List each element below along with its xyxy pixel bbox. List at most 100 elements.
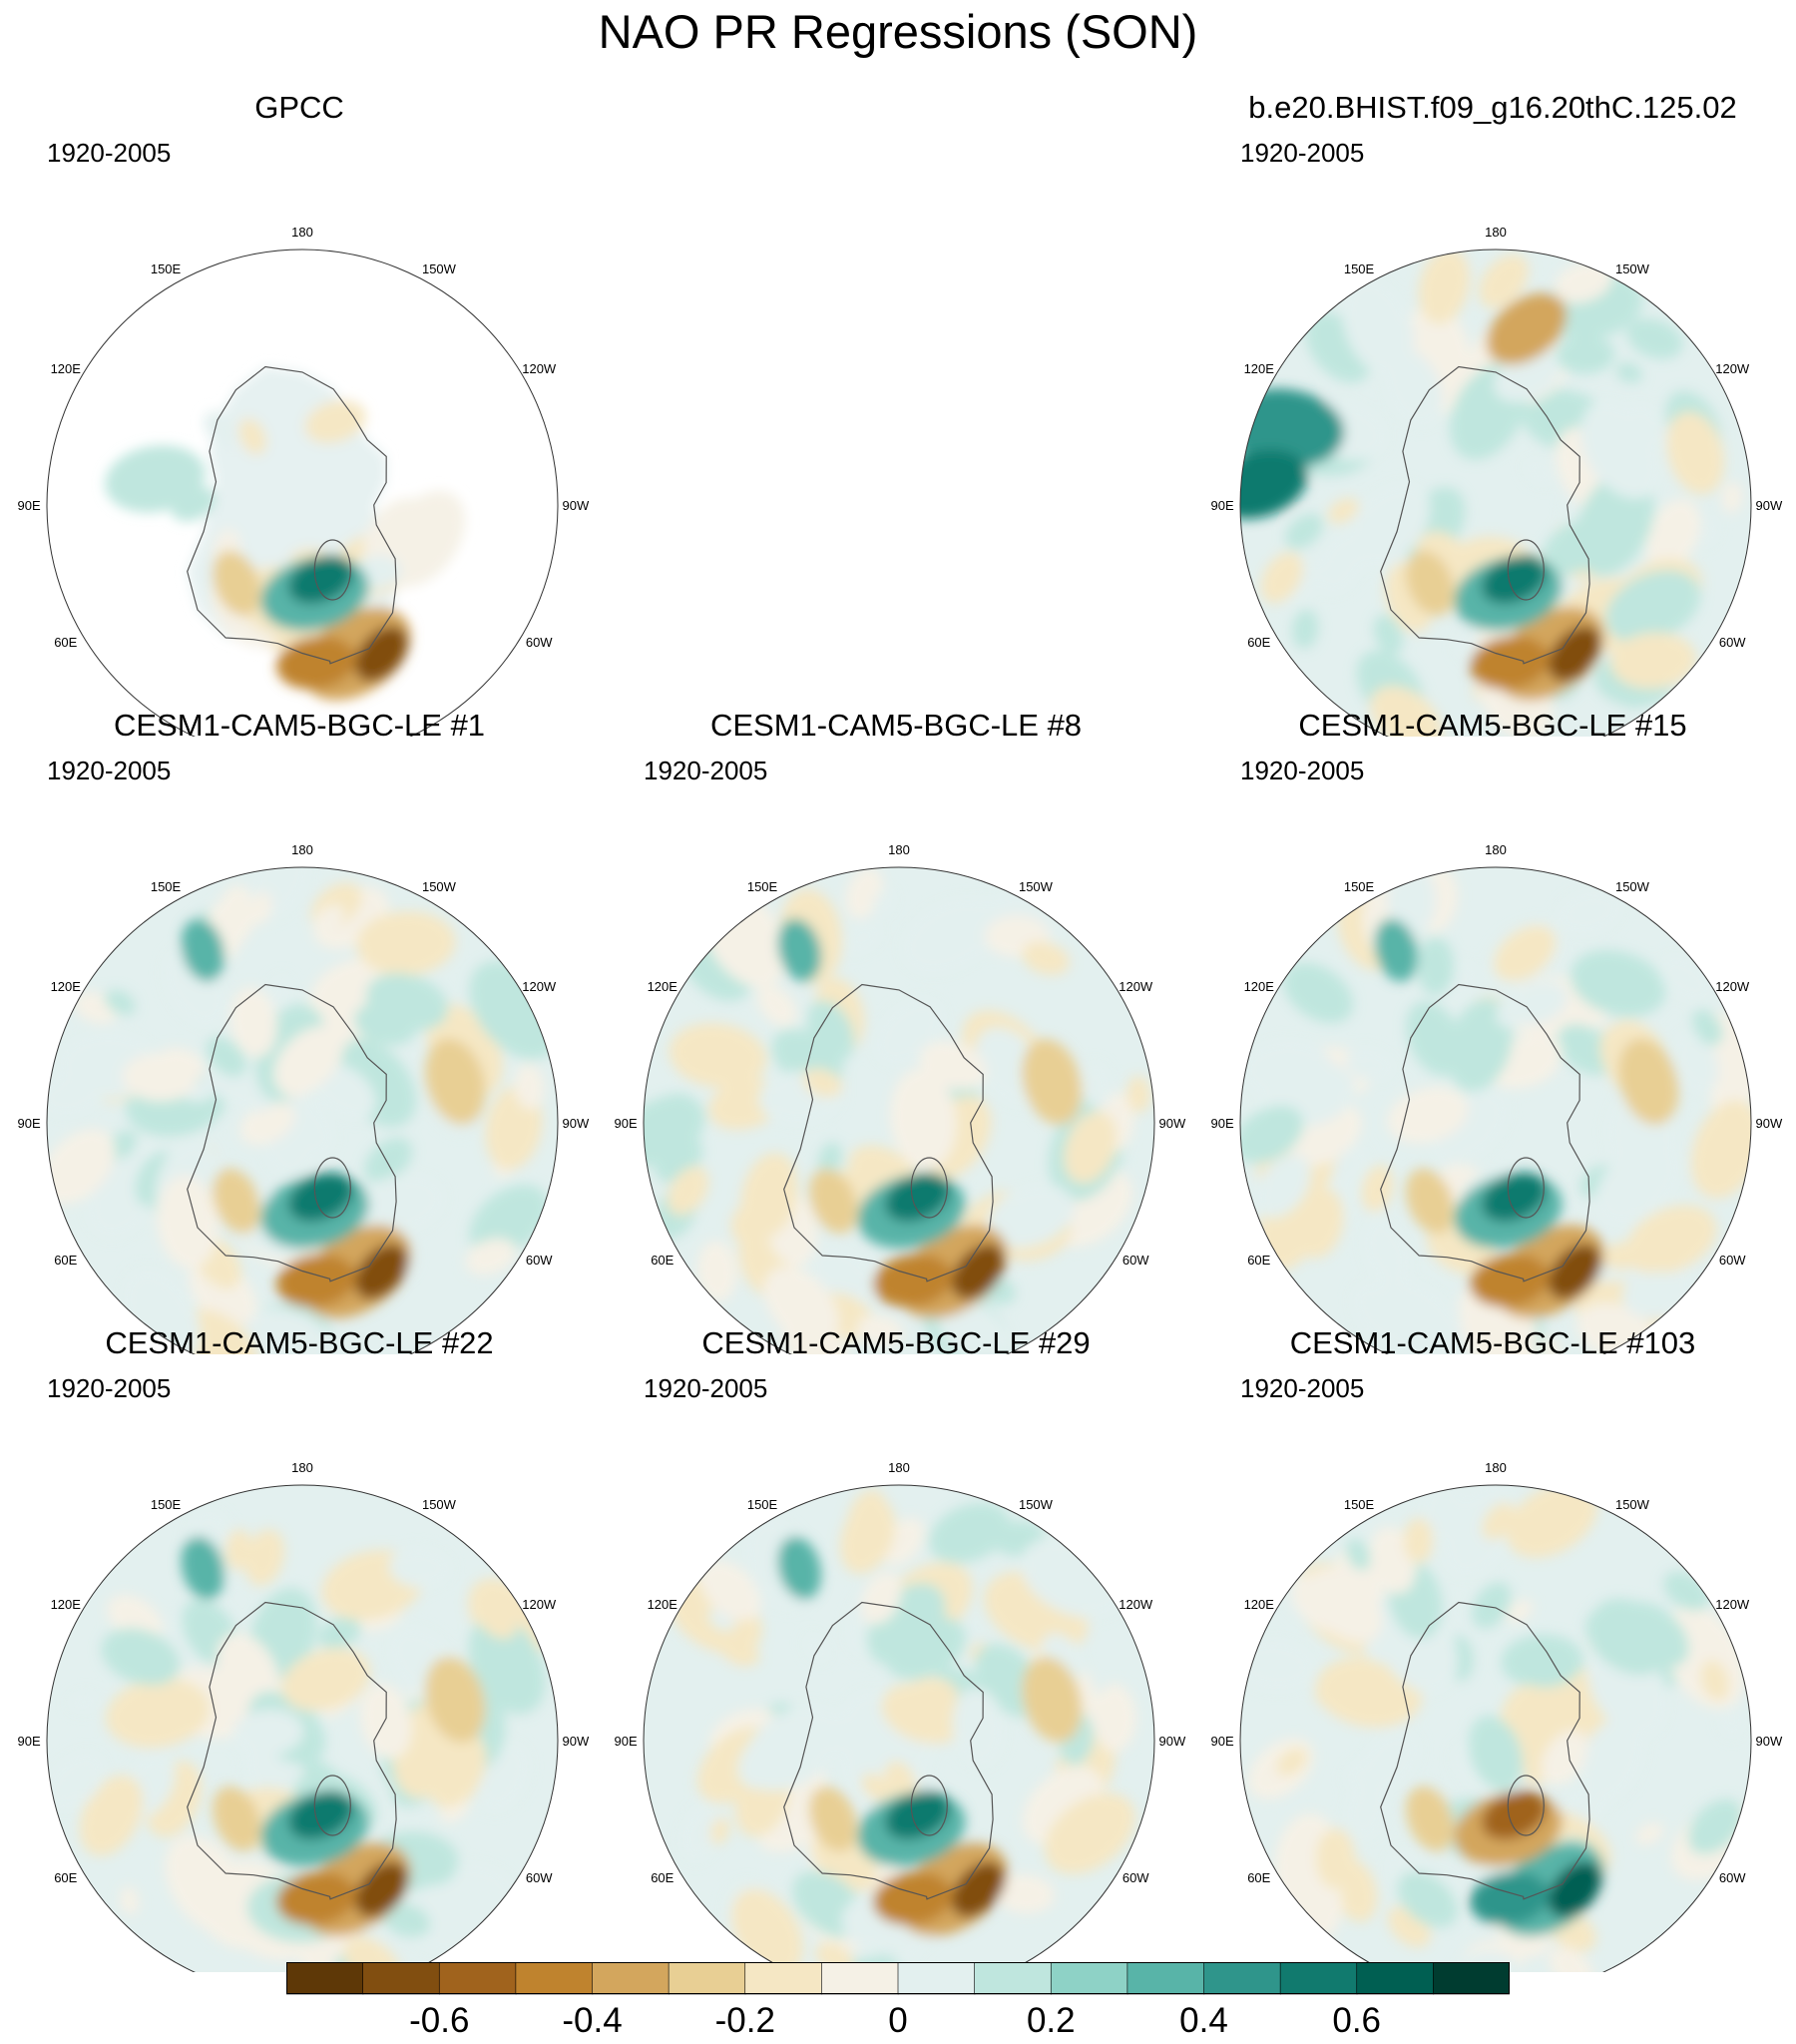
- anomaly-patch: [1346, 1538, 1371, 1571]
- longitude-label: 150E: [151, 1497, 182, 1512]
- anomaly-patch: [986, 1184, 1075, 1249]
- anomaly-patch: [1406, 550, 1455, 616]
- longitude-label: 60W: [526, 1870, 553, 1885]
- anomaly-patch: [1343, 1760, 1369, 1788]
- anomaly-patch: [171, 486, 217, 522]
- anomaly-patch: [763, 1267, 839, 1345]
- anomaly-patch: [359, 1683, 412, 1760]
- coastline: [187, 365, 397, 665]
- anomaly-patch: [354, 1002, 417, 1046]
- anomaly-patch: [1397, 1871, 1458, 1928]
- longitude-label: 60W: [1122, 1253, 1149, 1268]
- anomaly-patch: [229, 986, 277, 1058]
- anomaly-patch: [248, 891, 273, 925]
- anomaly-patch: [1506, 1485, 1598, 1558]
- anomaly-patch: [919, 1040, 988, 1090]
- longitude-label: 60W: [526, 635, 553, 650]
- anomaly-patch: [1255, 1154, 1311, 1219]
- greenland-outline: [1507, 1775, 1545, 1836]
- longitude-label: 60E: [1247, 635, 1270, 650]
- longitude-label: 90W: [1159, 1734, 1186, 1749]
- anomaly-patch: [951, 1861, 1005, 1917]
- panel-period: 1920-2005: [47, 756, 172, 785]
- anomaly-patch: [197, 1889, 263, 1950]
- panel-title: CESM1-CAM5-BGC-LE #15: [1298, 708, 1687, 743]
- polar-map: 180150E120E90E60E30E030W60W90W120W150W: [615, 1460, 1186, 1972]
- anomaly-patch: [119, 1886, 140, 1916]
- greenland-outline: [1507, 1157, 1545, 1219]
- map-panel: [597, 88, 1195, 737]
- colorbar-swatch: [1050, 1961, 1128, 1995]
- colorbar-swatch: [744, 1961, 823, 1995]
- anomaly-patch: [1283, 962, 1354, 1023]
- longitude-label: 60E: [651, 1253, 674, 1268]
- panel-period: 1920-2005: [644, 1373, 768, 1403]
- anomaly-patch: [213, 550, 261, 616]
- anomaly-patch: [1580, 400, 1662, 499]
- anomaly-patch: [1548, 626, 1601, 682]
- anomaly-patch: [1721, 481, 1743, 514]
- anomaly-patch: [1276, 1748, 1308, 1777]
- anomaly-patch: [1468, 1715, 1524, 1791]
- longitude-label: 120E: [1244, 361, 1275, 376]
- anomaly-patch: [47, 1128, 116, 1205]
- anomaly-patch: [1314, 1675, 1372, 1713]
- figure-title: NAO PR Regressions (SON): [598, 5, 1198, 58]
- anomaly-patch: [1548, 1946, 1594, 1972]
- anomaly-patch: [276, 1871, 356, 1925]
- polar-map: 180150E120E90E60E30E030W60W90W120W150W: [1211, 1460, 1783, 1972]
- longitude-label: 90E: [18, 1116, 41, 1131]
- anomaly-patch: [1446, 959, 1479, 1006]
- panel-period: 1920-2005: [47, 1373, 172, 1403]
- anomaly-patch: [978, 1323, 1010, 1349]
- anomaly-patch: [1692, 1009, 1723, 1046]
- anomaly-patch: [1373, 614, 1404, 655]
- colorbar-swatch: [1126, 1961, 1205, 1995]
- anomaly-patch: [224, 1529, 252, 1571]
- longitude-label: 180: [291, 842, 313, 857]
- anomaly-patch: [356, 910, 456, 976]
- anomaly-patch: [388, 1546, 453, 1589]
- anomaly-patch: [101, 1628, 181, 1686]
- anomaly-patch: [364, 1137, 413, 1184]
- anomaly-patch: [742, 1705, 843, 1791]
- anomaly-patch: [909, 1677, 958, 1710]
- colorbar-swatch: [1356, 1961, 1435, 1995]
- longitude-label: 90W: [563, 498, 590, 513]
- longitude-label: 60W: [1122, 1870, 1149, 1885]
- anomaly-patch: [807, 1000, 855, 1062]
- map-boundary: [643, 866, 1155, 1354]
- longitude-label: 60W: [1719, 1253, 1746, 1268]
- longitude-label: 120W: [522, 1597, 557, 1612]
- panel-title: CESM1-CAM5-BGC-LE #1: [113, 708, 486, 743]
- colorbar-swatch: [668, 1961, 746, 1995]
- anomaly-patch: [1418, 250, 1471, 324]
- anomaly-patch: [861, 1773, 890, 1801]
- anomaly-patch: [233, 1308, 331, 1354]
- anomaly-patch: [427, 1733, 487, 1808]
- colorbar-tick-label: 0.2: [1027, 2001, 1076, 2036]
- anomaly-patch: [1554, 261, 1612, 303]
- longitude-label: 90E: [18, 1734, 41, 1749]
- anomaly-patch: [1044, 1792, 1135, 1874]
- anomaly-patch: [1240, 1105, 1304, 1164]
- polar-map: 180150E120E90E60E30E030W60W90W120W150W: [1211, 842, 1783, 1354]
- anomaly-patch: [1610, 632, 1697, 690]
- longitude-label: 90E: [1211, 498, 1234, 513]
- map-boundary: [46, 866, 559, 1354]
- anomaly-patch: [79, 1775, 144, 1856]
- anomaly-patch: [122, 1053, 197, 1102]
- colorbar-tick-label: 0.4: [1179, 2001, 1228, 2036]
- anomaly-patch: [1617, 689, 1646, 709]
- anomaly-patch: [1634, 1822, 1664, 1846]
- panel-period: 1920-2005: [47, 138, 172, 168]
- anomaly-patch: [1406, 1786, 1455, 1851]
- anomaly-patch: [1695, 515, 1720, 549]
- anomaly-patch: [469, 1185, 549, 1257]
- polar-map: [597, 88, 1195, 737]
- anomaly-patch: [839, 1498, 896, 1574]
- longitude-label: 180: [1485, 225, 1507, 240]
- anomaly-patch: [1092, 1683, 1137, 1752]
- anomaly-patch: [885, 1173, 950, 1222]
- longitude-label: 60W: [526, 1253, 553, 1268]
